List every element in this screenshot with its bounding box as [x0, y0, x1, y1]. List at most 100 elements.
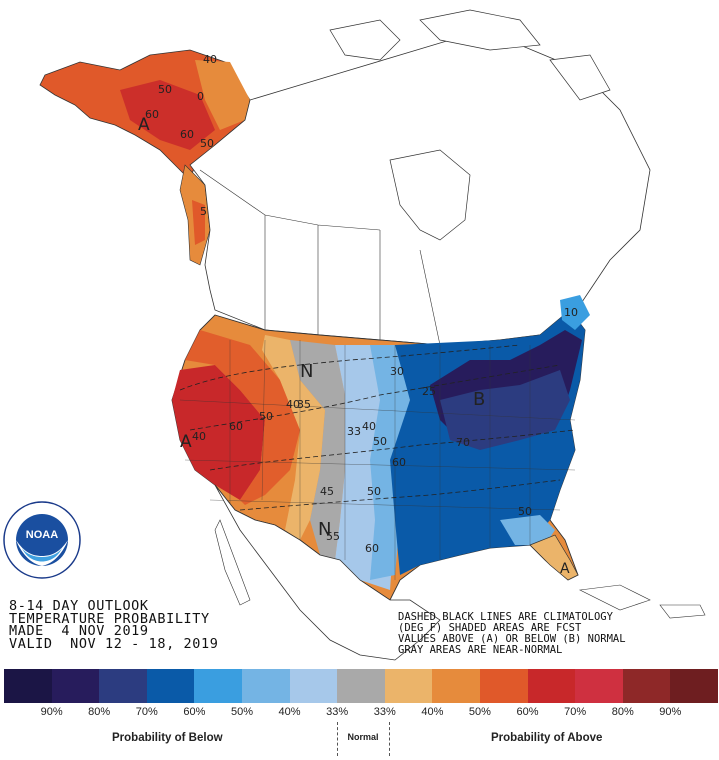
mexico-region: [214, 484, 441, 661]
se-blue-light: [500, 515, 555, 545]
legend-swatch: [289, 669, 338, 703]
above-caption: Probability of Above: [491, 732, 603, 744]
contour-label: 40: [362, 420, 376, 433]
contour-label: 35: [297, 398, 311, 411]
state-lines: [179, 339, 576, 580]
contour-label: 33: [347, 425, 361, 438]
legend-tick-label: 80%: [611, 706, 634, 718]
ne-light: [560, 295, 590, 330]
map-canvas: A A A B N N 40 50 60 60 50 5 0 40 60 50 …: [39, 9, 706, 661]
title-line-4: VALID NOV 12 - 18, 2019: [9, 635, 219, 652]
contour-label: 30: [390, 365, 404, 378]
legend-swatch: [4, 669, 52, 703]
legend-tick-label: 60%: [516, 706, 539, 718]
bc-inner: [192, 200, 205, 245]
below-caption: Probability of Below: [112, 732, 223, 744]
title-line-1: 8-14 DAY OUTLOOK: [9, 598, 149, 614]
legend-swatch: [384, 669, 433, 703]
note-line-2: (DEG F) SHADED AREAS ARE FCST: [398, 622, 582, 634]
legend-tick-label: 70%: [564, 706, 587, 718]
contour-label: 70: [456, 436, 470, 449]
label-n-south: N: [318, 519, 331, 540]
label-a-florida: A: [560, 561, 570, 577]
legend-tick-label: 33%: [326, 706, 349, 718]
hudson-bay: [389, 149, 471, 241]
title-line-2: TEMPERATURE PROBABILITY: [9, 610, 210, 627]
note-line-4: GRAY AREAS ARE NEAR-NORMAL: [398, 644, 563, 656]
contour-label: 40: [203, 53, 217, 66]
contour-label: 25: [422, 385, 436, 398]
legend-swatch: [575, 669, 623, 703]
legend-color-bar: [4, 669, 718, 703]
noaa-logo: NOAA: [3, 501, 81, 579]
legend-tick-label: 33%: [373, 706, 396, 718]
legend-swatch: [337, 669, 385, 703]
contour-label: 50: [158, 83, 172, 96]
contour-label: 60: [365, 542, 379, 555]
label-a-alaska: A: [138, 115, 150, 135]
normal-caption: Normal: [347, 732, 379, 742]
map-title: 8-14 DAY OUTLOOK TEMPERATURE PROBABILITY…: [9, 600, 309, 650]
contour-label: 60: [180, 128, 194, 141]
legend-ticks: 90% 80% 70% 60% 50% 40% 33% 33% 40% 50% 60% 70% 80% 9…: [28, 706, 694, 722]
label-n-north: N: [300, 361, 313, 382]
legend-swatch: [432, 669, 480, 703]
label-a-west: A: [180, 432, 192, 452]
note-line-3: VALUES ABOVE (A) OR BELOW (B) NORMAL: [398, 633, 626, 645]
legend-swatch: [99, 669, 147, 703]
contour-label: 50: [259, 410, 273, 423]
note-line-1: DASHED BLACK LINES ARE CLIMATOLOGY: [398, 611, 613, 623]
florida: [529, 534, 579, 581]
alaska-east: [195, 60, 250, 130]
contour-label: 60: [392, 456, 406, 469]
contour-label: 50: [373, 435, 387, 448]
baja: [214, 519, 251, 606]
west-orange-red: [185, 330, 300, 505]
contour-label: 40: [192, 430, 206, 443]
noaa-logo-text: NOAA: [26, 529, 58, 541]
contour-label: 60: [229, 420, 243, 433]
contour-label: 50: [200, 137, 214, 150]
legend-tick-label: 90%: [40, 706, 63, 718]
legend-tick-label: 50%: [468, 706, 491, 718]
contour-label: 10: [564, 306, 578, 319]
contour-label: 0: [197, 90, 204, 103]
legend-tick-label: 70%: [135, 706, 158, 718]
legend-tick-label: 40%: [421, 706, 444, 718]
map-note: DASHED BLACK LINES ARE CLIMATOLOGY (DEG …: [398, 612, 718, 656]
legend-tick-label: 90%: [659, 706, 682, 718]
central-light-orange: [262, 335, 325, 540]
legend-swatch: [622, 669, 671, 703]
caribbean: [578, 584, 706, 619]
climatology-lines: [179, 344, 576, 511]
province-lines: [199, 169, 441, 346]
contour-label: 55: [326, 530, 340, 543]
legend-swatch: [241, 669, 290, 703]
legend-swatch: [194, 669, 242, 703]
contour-label: 50: [367, 485, 381, 498]
contour-label: 45: [320, 485, 334, 498]
legend-swatch: [479, 669, 528, 703]
east-navy: [440, 370, 570, 450]
west-red-zone: [172, 365, 265, 500]
contour-label: 50: [518, 505, 532, 518]
contour-label: 60: [145, 108, 159, 121]
legend-divider-right: [389, 722, 390, 756]
legend-tick-label: 50%: [230, 706, 253, 718]
legend-tick-label: 60%: [183, 706, 206, 718]
legend-tick-label: 40%: [278, 706, 301, 718]
contour-label: 5: [200, 205, 207, 218]
legend-swatch: [670, 669, 718, 703]
legend-swatch: [146, 669, 195, 703]
arctic-islands: [329, 9, 611, 101]
contour-label: 40: [286, 398, 300, 411]
title-line-3: MADE 4 NOV 2019: [9, 623, 149, 639]
legend-tick-label: 80%: [88, 706, 111, 718]
legend-divider-left: [337, 722, 338, 756]
outlook-map: A A A B N N 40 50 60 60 50 5 0 40 60 50 …: [3, 9, 718, 661]
central-gray: [290, 340, 345, 560]
legend-swatch: [51, 669, 100, 703]
label-b-east: B: [473, 389, 485, 410]
alaska-inner: [120, 80, 215, 150]
legend-swatch: [527, 669, 576, 703]
